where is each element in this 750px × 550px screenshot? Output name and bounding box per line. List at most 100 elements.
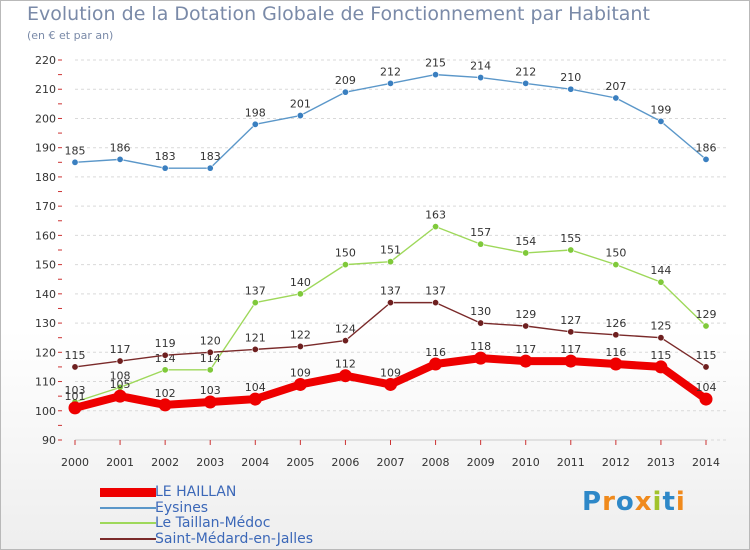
y-tick-label: 140: [35, 288, 56, 301]
logo-letter: i: [652, 487, 663, 517]
legend-item-le-taillan-medoc: Le Taillan-Médoc: [100, 515, 270, 531]
data-label: 140: [290, 276, 311, 289]
y-tick-label: 120: [35, 346, 56, 359]
y-tick-label: 170: [35, 200, 56, 213]
legend-label-le-haillan: LE HAILLAN: [155, 484, 237, 500]
data-label: 212: [380, 65, 401, 78]
data-label: 119: [155, 337, 176, 350]
data-point: [612, 331, 620, 339]
data-label: 118: [470, 340, 491, 353]
legend-item-le-haillan: LE HAILLAN: [100, 484, 236, 500]
x-tick-label: 2008: [422, 456, 450, 469]
logo-letter: i: [675, 487, 686, 517]
data-label: 125: [650, 320, 671, 333]
data-point: [161, 366, 169, 374]
data-label: 186: [696, 141, 717, 154]
data-point: [657, 334, 665, 342]
data-label: 198: [245, 106, 266, 119]
data-point: [522, 249, 530, 257]
data-label: 115: [65, 349, 86, 362]
x-tick-label: 2012: [602, 456, 630, 469]
data-label: 108: [110, 369, 131, 382]
y-tick-label: 190: [35, 142, 56, 155]
y-tick-label: 220: [35, 54, 56, 67]
data-point: [206, 164, 214, 172]
data-label: 201: [290, 98, 311, 111]
data-point: [477, 74, 485, 82]
data-point: [567, 246, 575, 254]
data-point: [161, 164, 169, 172]
data-label: 102: [155, 387, 176, 400]
data-label: 215: [425, 57, 446, 70]
data-label: 114: [200, 352, 221, 365]
data-point: [116, 357, 124, 365]
x-tick-label: 2007: [377, 456, 405, 469]
data-point: [251, 299, 259, 307]
data-label: 214: [470, 60, 491, 73]
x-tick-label: 2000: [61, 456, 89, 469]
data-label: 109: [290, 366, 311, 379]
legend-swatch-saint-medard-en-jalles: [100, 538, 156, 540]
data-point: [609, 357, 623, 371]
data-label: 212: [515, 65, 536, 78]
data-label: 199: [650, 103, 671, 116]
data-point: [248, 392, 262, 406]
data-label: 103: [200, 384, 221, 397]
data-point: [702, 363, 710, 371]
chart-title: Evolution de la Dotation Globale de Fonc…: [27, 3, 650, 25]
data-point: [477, 240, 485, 248]
data-point: [71, 363, 79, 371]
y-tick-label: 160: [35, 229, 56, 242]
data-point: [203, 395, 217, 409]
y-tick-label: 180: [35, 171, 56, 184]
y-tick-label: 150: [35, 259, 56, 272]
data-label: 137: [380, 285, 401, 298]
data-point: [113, 389, 127, 403]
data-point: [432, 299, 440, 307]
x-tick-label: 2014: [692, 456, 720, 469]
x-tick-label: 2004: [241, 456, 269, 469]
data-label: 124: [335, 323, 356, 336]
data-point: [657, 278, 665, 286]
data-label: 104: [245, 381, 266, 394]
y-tick-label: 210: [35, 83, 56, 96]
data-label: 115: [650, 349, 671, 362]
data-point: [158, 398, 172, 412]
data-point: [474, 351, 488, 365]
data-point: [296, 290, 304, 298]
data-label: 185: [65, 144, 86, 157]
data-point: [612, 94, 620, 102]
data-point: [699, 392, 713, 406]
data-label: 183: [155, 150, 176, 163]
y-tick-label: 110: [35, 376, 56, 389]
legend-label-le-taillan-medoc: Le Taillan-Médoc: [155, 515, 271, 531]
legend-swatch-eysines: [100, 507, 156, 509]
data-label: 117: [515, 343, 536, 356]
legend-item-saint-medard-en-jalles: Saint-Médard-en-Jalles: [100, 531, 313, 547]
data-label: 117: [560, 343, 581, 356]
legend-swatch-le-haillan: [100, 487, 156, 497]
proxiti-logo: Proxiti: [582, 487, 686, 517]
data-label: 210: [560, 71, 581, 84]
data-point: [519, 354, 533, 368]
data-label: 150: [605, 247, 626, 260]
data-label: 103: [65, 384, 86, 397]
data-point: [702, 322, 710, 330]
logo-letter: x: [634, 487, 653, 517]
data-point: [296, 342, 304, 350]
data-point: [522, 322, 530, 330]
data-point: [657, 117, 665, 125]
data-label: 101: [65, 390, 86, 403]
data-point: [654, 360, 668, 374]
data-point: [116, 155, 124, 163]
x-tick-label: 2002: [151, 456, 179, 469]
data-point: [432, 71, 440, 79]
x-tick-label: 2001: [106, 456, 134, 469]
data-label: 105: [110, 378, 131, 391]
data-point: [341, 337, 349, 345]
legend-item-eysines: Eysines: [100, 500, 208, 516]
data-label: 137: [245, 285, 266, 298]
data-point: [206, 348, 214, 356]
data-point: [68, 401, 82, 415]
